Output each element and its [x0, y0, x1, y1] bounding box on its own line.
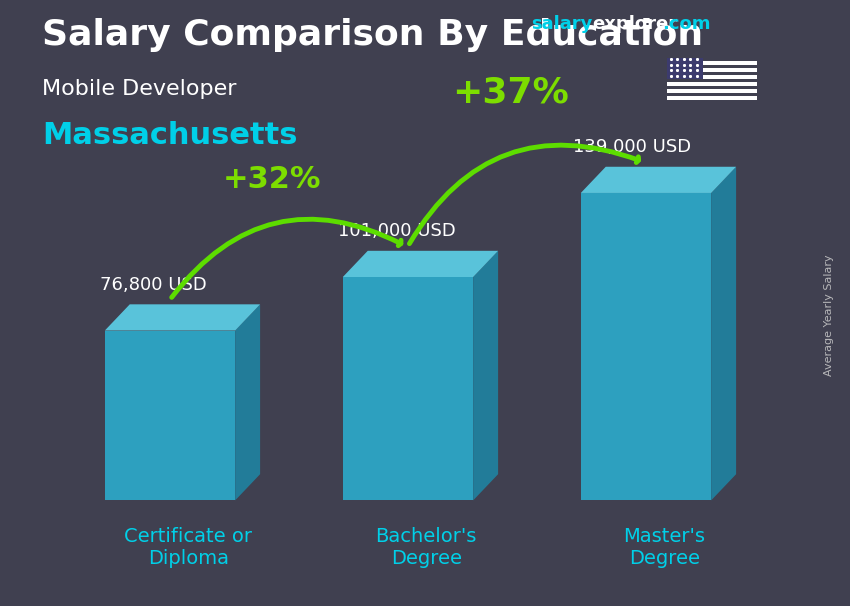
Bar	[667, 82, 756, 85]
Bar	[667, 68, 756, 72]
Text: 139,000 USD: 139,000 USD	[574, 138, 691, 156]
Bar	[667, 58, 703, 79]
Text: explorer: explorer	[592, 15, 677, 33]
Bar	[667, 61, 756, 65]
Text: 76,800 USD: 76,800 USD	[99, 276, 207, 294]
Polygon shape	[343, 251, 498, 277]
Text: Bachelor's
Degree: Bachelor's Degree	[376, 527, 477, 568]
Bar	[581, 193, 711, 501]
Polygon shape	[473, 251, 498, 501]
Bar	[343, 277, 473, 501]
Text: salary: salary	[531, 15, 592, 33]
Text: .com: .com	[662, 15, 711, 33]
Text: Master's
Degree: Master's Degree	[623, 527, 705, 568]
Text: Average Yearly Salary: Average Yearly Salary	[824, 255, 834, 376]
Text: Massachusetts: Massachusetts	[42, 121, 298, 150]
Polygon shape	[105, 304, 260, 330]
Bar	[667, 96, 756, 99]
Polygon shape	[581, 167, 736, 193]
Text: Mobile Developer: Mobile Developer	[42, 79, 237, 99]
Bar	[105, 330, 235, 501]
Text: Salary Comparison By Education: Salary Comparison By Education	[42, 18, 704, 52]
Bar	[667, 89, 756, 93]
Bar	[667, 75, 756, 79]
Polygon shape	[711, 167, 736, 501]
Polygon shape	[235, 304, 260, 501]
Text: 101,000 USD: 101,000 USD	[337, 222, 456, 241]
Text: +32%: +32%	[223, 165, 321, 194]
Text: +37%: +37%	[451, 76, 569, 110]
Text: Certificate or
Diploma: Certificate or Diploma	[124, 527, 252, 568]
